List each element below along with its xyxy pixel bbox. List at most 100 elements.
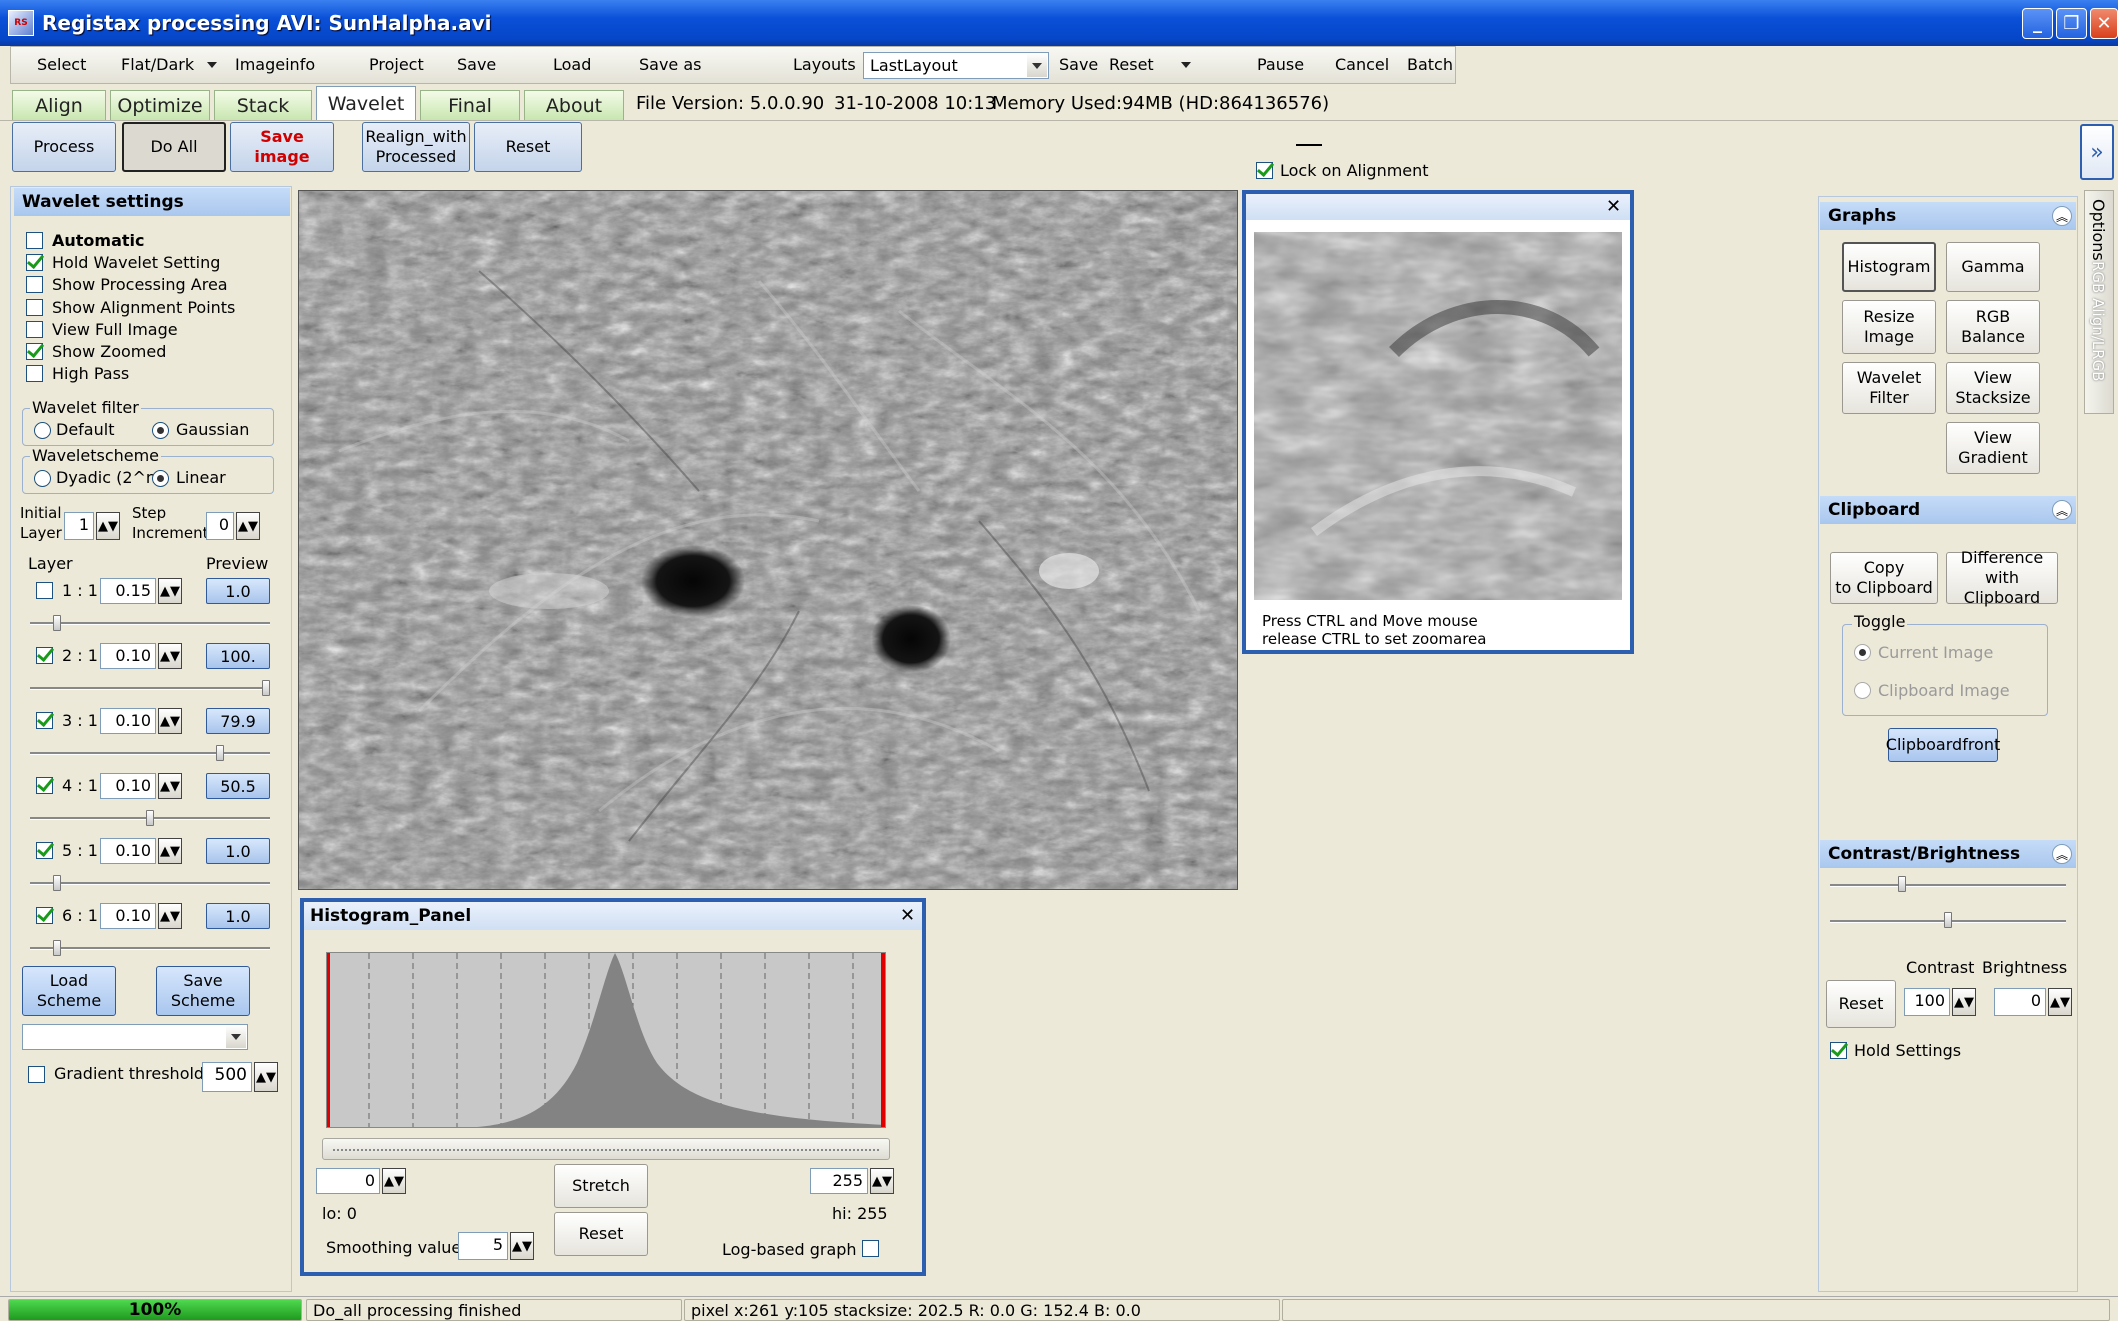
initial-layer-input[interactable]: 1	[64, 512, 94, 540]
restore-button[interactable]: ❐	[2056, 8, 2087, 39]
layer-4-slider-thumb[interactable]	[146, 810, 154, 826]
layer-3-spinner-icon[interactable]: ▲▼	[158, 708, 182, 734]
graph-histogram-button[interactable]: Histogram	[1842, 242, 1936, 292]
hold-settings-checkbox[interactable]	[1830, 1042, 1847, 1059]
histogram-close-icon[interactable]: ✕	[900, 905, 916, 926]
wavelet-filter-button[interactable]: Wavelet Filter	[1842, 362, 1936, 414]
layer-5-checkbox[interactable]	[36, 842, 53, 859]
histogram-lo-spinner-icon[interactable]: ▲▼	[382, 1168, 406, 1194]
layer-2-slider-thumb[interactable]	[262, 680, 270, 696]
layer-1-preview-button[interactable]: 1.0	[206, 578, 270, 604]
menu-flat-dark[interactable]: Flat/Dark	[121, 55, 195, 74]
layer-3-slider-thumb[interactable]	[215, 745, 224, 761]
layer-1-slider-thumb[interactable]	[53, 615, 62, 631]
step-increment-spinner-icon[interactable]: ▲▼	[236, 512, 260, 540]
clipboardfront-button[interactable]: Clipboardfront	[1886, 728, 2000, 762]
copy-to-clipboard-button[interactable]: Copy to Clipboard	[1830, 552, 1938, 604]
layer-6-spinner-icon[interactable]: ▲▼	[158, 903, 182, 929]
realign-button[interactable]: Realign_with Processed	[362, 122, 470, 172]
tab-about[interactable]: About	[524, 90, 624, 120]
layer-1-value-input[interactable]: 0.15	[100, 578, 156, 604]
layer-5-spinner-icon[interactable]: ▲▼	[158, 838, 182, 864]
zoom-close-icon[interactable]: ✕	[1606, 196, 1622, 217]
layer-3-value-input[interactable]: 0.10	[100, 708, 156, 734]
side-tab-rgb-align[interactable]: RGB Align/LRGB	[2089, 261, 2107, 382]
tab-final[interactable]: Final	[420, 90, 520, 120]
histogram-range-slider[interactable]	[322, 1138, 890, 1160]
filter-default-radio[interactable]	[34, 422, 51, 439]
side-tab-options[interactable]: Options	[2089, 199, 2108, 261]
option-checkbox-6[interactable]	[26, 365, 43, 383]
main-image-view[interactable]	[298, 190, 1238, 890]
close-button[interactable]: ✕	[2090, 8, 2118, 39]
flat-dark-chevron-down-icon[interactable]	[207, 62, 217, 68]
clipboard-image-radio[interactable]	[1854, 682, 1871, 699]
view-stacksize-button[interactable]: View Stacksize	[1946, 362, 2040, 414]
menu-pause[interactable]: Pause	[1257, 55, 1305, 74]
menu-save-as[interactable]: Save as	[639, 55, 702, 74]
option-checkbox-3[interactable]	[26, 298, 43, 316]
contrast-slider-track[interactable]	[1830, 884, 2066, 887]
scheme-dyadic-radio[interactable]	[34, 470, 51, 487]
load-scheme-button[interactable]: Load Scheme	[22, 966, 116, 1016]
filter-gaussian-radio[interactable]	[152, 422, 169, 439]
layer-1-spinner-icon[interactable]: ▲▼	[158, 578, 182, 604]
layer-5-slider-track[interactable]	[30, 882, 270, 885]
layer-3-slider-track[interactable]	[30, 752, 270, 755]
layer-1-checkbox[interactable]	[36, 582, 53, 599]
layer-6-slider-thumb[interactable]	[53, 940, 62, 956]
option-checkbox-4[interactable]	[26, 320, 43, 338]
smoothing-spinner-icon[interactable]: ▲▼	[510, 1232, 534, 1260]
tab-optimize[interactable]: Optimize	[110, 90, 210, 120]
chevron-down-icon[interactable]	[1027, 54, 1047, 77]
zoomed-image[interactable]	[1254, 232, 1622, 600]
layer-2-checkbox[interactable]	[36, 647, 53, 664]
menu-save[interactable]: Save	[457, 55, 497, 74]
layer-4-checkbox[interactable]	[36, 777, 53, 794]
difference-clipboard-button[interactable]: Difference with Clipboard	[1946, 548, 2058, 607]
graph-gamma-button[interactable]: Gamma	[1946, 242, 2040, 292]
menu-project[interactable]: Project	[369, 55, 424, 74]
layer-6-checkbox[interactable]	[36, 907, 53, 924]
option-checkbox-1[interactable]	[26, 254, 43, 272]
layer-5-slider-thumb[interactable]	[53, 875, 62, 891]
reset-chevron-down-icon[interactable]	[1181, 62, 1191, 68]
histogram-graph[interactable]	[326, 952, 886, 1128]
layer-4-preview-button[interactable]: 50.5	[206, 773, 270, 799]
menu-load[interactable]: Load	[553, 55, 592, 74]
layer-1-slider-track[interactable]	[30, 622, 270, 625]
gradient-threshold-input[interactable]: 500	[202, 1062, 252, 1092]
clipboard-collapse-chevron-icon[interactable]: ︽	[2052, 500, 2072, 520]
scheme-select[interactable]	[22, 1024, 248, 1050]
menu-imageinfo[interactable]: Imageinfo	[235, 55, 316, 74]
option-checkbox-0[interactable]	[26, 232, 43, 249]
layer-3-preview-button[interactable]: 79.9	[206, 708, 270, 734]
layer-2-value-input[interactable]: 0.10	[100, 643, 156, 669]
gradient-threshold-spinner-icon[interactable]: ▲▼	[254, 1062, 278, 1092]
option-checkbox-5[interactable]	[26, 343, 43, 360]
layout-select[interactable]: LastLayout	[863, 52, 1049, 79]
histogram-reset-button[interactable]: Reset	[554, 1212, 648, 1256]
resize-image-button[interactable]: Resize Image	[1842, 300, 1936, 354]
initial-layer-spinner-icon[interactable]: ▲▼	[96, 512, 120, 540]
stretch-button[interactable]: Stretch	[554, 1164, 648, 1208]
layer-4-value-input[interactable]: 0.10	[100, 773, 156, 799]
histogram-lo-input[interactable]: 0	[316, 1168, 380, 1194]
contrast-collapse-chevron-icon[interactable]: ︽	[2052, 844, 2072, 864]
menu-layout-reset[interactable]: Reset	[1109, 55, 1154, 74]
tab-stack[interactable]: Stack	[214, 90, 312, 120]
lock-alignment-checkbox[interactable]	[1256, 162, 1273, 179]
menu-select[interactable]: Select	[37, 55, 87, 74]
process-button[interactable]: Process	[12, 122, 116, 172]
layer-2-preview-button[interactable]: 100.	[206, 643, 270, 669]
tab-wavelet[interactable]: Wavelet	[316, 86, 416, 120]
layer-4-spinner-icon[interactable]: ▲▼	[158, 773, 182, 799]
layer-3-checkbox[interactable]	[36, 712, 53, 729]
menu-layout-save[interactable]: Save	[1059, 55, 1099, 74]
layer-5-preview-button[interactable]: 1.0	[206, 838, 270, 864]
rgb-balance-button[interactable]: RGB Balance	[1946, 300, 2040, 354]
graphs-collapse-chevron-icon[interactable]: ︽	[2052, 206, 2072, 226]
expand-panel-chevron-icon[interactable]: »	[2080, 124, 2114, 180]
option-checkbox-2[interactable]	[26, 276, 43, 294]
menu-batch[interactable]: Batch	[1407, 55, 1453, 74]
